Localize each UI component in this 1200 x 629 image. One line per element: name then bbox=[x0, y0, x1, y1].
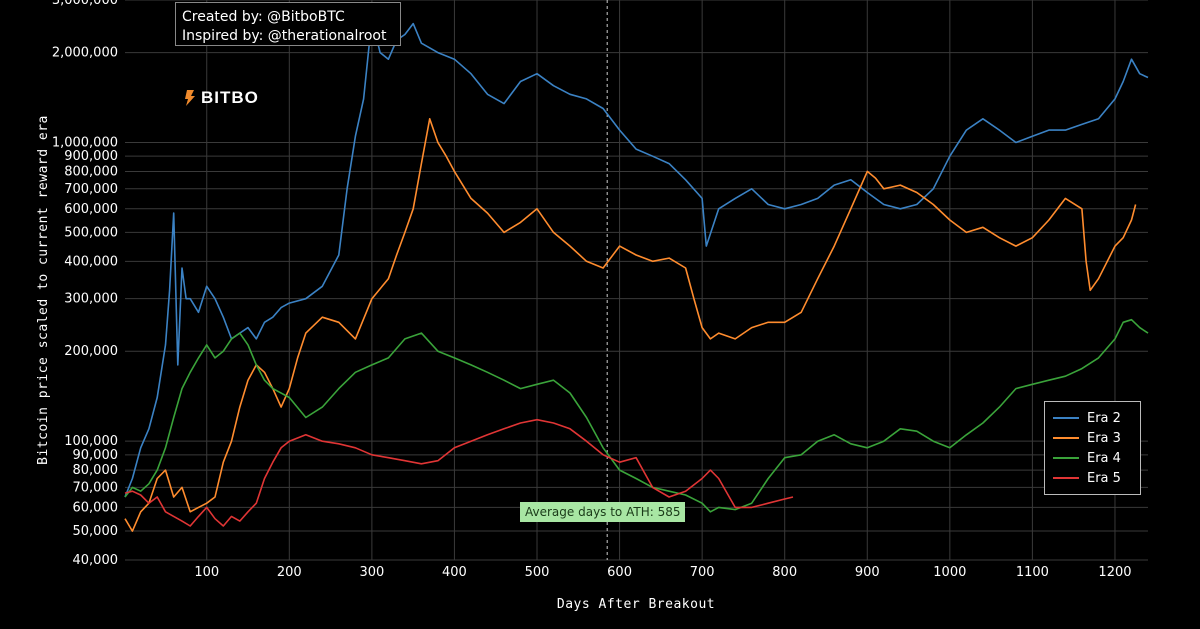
x-axis-title: Days After Breakout bbox=[557, 597, 715, 612]
credit-creator: Created by: @BitboBTC bbox=[182, 9, 345, 25]
y-tick-label: 3,000,000 bbox=[52, 0, 118, 8]
y-tick-label: 300,000 bbox=[64, 292, 118, 307]
x-tick-label: 1000 bbox=[933, 565, 966, 580]
y-tick-label: 600,000 bbox=[64, 202, 118, 217]
bitbo-logo-text: BITBO bbox=[201, 88, 259, 107]
bitbo-logo-icon bbox=[185, 90, 195, 106]
x-tick-label: 300 bbox=[359, 565, 384, 580]
y-tick-label: 100,000 bbox=[64, 434, 118, 449]
x-tick-label: 100 bbox=[194, 565, 219, 580]
legend: Era 2 Era 3 Era 4 Era 5 bbox=[1044, 401, 1141, 495]
legend-item-era-4[interactable]: Era 4 bbox=[1053, 448, 1132, 468]
credit-inspiration: Inspired by: @therationalroot bbox=[182, 28, 387, 44]
y-axis-ticks: 40,000 50,000 60,000 70,000 80,00090,000100,… bbox=[52, 0, 118, 568]
legend-label-era-5: Era 5 bbox=[1087, 470, 1121, 486]
y-tick-label: 40,000 bbox=[73, 553, 119, 568]
legend-swatch-era-4 bbox=[1053, 457, 1079, 459]
legend-swatch-era-3 bbox=[1053, 437, 1079, 439]
y-tick-label: 60,000 bbox=[73, 500, 119, 515]
x-tick-label: 1100 bbox=[1016, 565, 1049, 580]
legend-swatch-era-5 bbox=[1053, 477, 1079, 479]
x-tick-label: 400 bbox=[442, 565, 467, 580]
legend-item-era-2[interactable]: Era 2 bbox=[1053, 408, 1132, 428]
y-axis-title: Bitcoin price scaled to current reward e… bbox=[36, 115, 51, 465]
legend-label-era-2: Era 2 bbox=[1087, 410, 1121, 426]
series-line-era-2 bbox=[124, 17, 1149, 498]
x-tick-label: 1200 bbox=[1098, 565, 1131, 580]
grid-lines bbox=[125, 0, 1148, 561]
y-tick-label: 90,000 bbox=[73, 448, 119, 463]
credits-box: Created by: @BitboBTC Inspired by: @ther… bbox=[175, 2, 401, 46]
x-tick-label: 700 bbox=[690, 565, 715, 580]
x-tick-label: 200 bbox=[277, 565, 302, 580]
x-tick-label: 600 bbox=[607, 565, 632, 580]
x-tick-label: 500 bbox=[525, 565, 550, 580]
x-tick-label: 800 bbox=[772, 565, 797, 580]
series-line-era-3 bbox=[124, 118, 1137, 532]
legend-label-era-3: Era 3 bbox=[1087, 430, 1121, 446]
x-axis-ticks: 100 200 300 400 500 600 700 800 900 1000 1100 1200 bbox=[194, 565, 1131, 580]
legend-item-era-3[interactable]: Era 3 bbox=[1053, 428, 1132, 448]
x-tick-label: 900 bbox=[855, 565, 880, 580]
y-tick-label: 500,000 bbox=[64, 225, 118, 240]
legend-swatch-era-2 bbox=[1053, 417, 1079, 419]
legend-label-era-4: Era 4 bbox=[1087, 450, 1121, 466]
series-line-era-4 bbox=[124, 318, 1149, 513]
bitbo-logo: BITBO bbox=[183, 88, 259, 108]
ath-annotation: Average days to ATH: 585 bbox=[520, 502, 686, 522]
y-tick-label: 400,000 bbox=[64, 254, 118, 269]
series-lines bbox=[124, 17, 1149, 532]
y-tick-label: 900,000 bbox=[64, 149, 118, 164]
y-tick-label: 800,000 bbox=[64, 164, 118, 179]
series-line-era-5 bbox=[124, 418, 794, 527]
y-tick-label: 200,000 bbox=[64, 344, 118, 359]
legend-item-era-5[interactable]: Era 5 bbox=[1053, 468, 1132, 488]
y-tick-label: 2,000,000 bbox=[52, 46, 118, 61]
y-tick-label: 80,000 bbox=[73, 463, 119, 478]
y-tick-label: 1,000,000 bbox=[52, 135, 118, 150]
y-tick-label: 50,000 bbox=[73, 524, 119, 539]
y-tick-label: 700,000 bbox=[64, 182, 118, 197]
y-tick-label: 70,000 bbox=[73, 480, 119, 495]
